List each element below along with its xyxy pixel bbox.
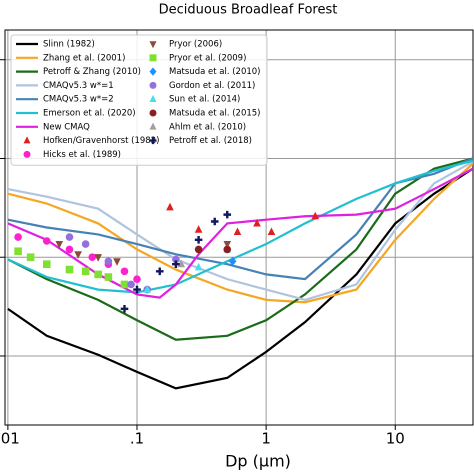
legend-label: CMAQv5.3 w*=1 [43,81,114,91]
marker [223,210,232,219]
x-tick-label: 1 [261,430,271,448]
x-tick-label: 10 [386,430,405,448]
marker [210,217,219,226]
legend-label: Emerson et al. (2020) [43,109,136,119]
marker [104,257,113,266]
marker [194,262,203,271]
legend-label: Sun et al. (2014) [169,95,240,105]
marker [133,275,141,283]
marker [133,285,141,294]
chart-title: Deciduous Broadleaf Forest [159,3,338,18]
series-line [7,167,473,390]
legend-label: Hicks et al. (1989) [43,150,121,160]
legend-swatch [149,81,157,89]
marker [311,211,320,220]
marker [113,258,121,266]
legend-swatch [149,137,157,145]
legend-label: Pryor (2006) [169,40,222,50]
marker [81,267,90,276]
marker [65,245,74,254]
legend-swatch [149,54,157,62]
legend-label: Petroff & Zhang (2010) [43,67,141,77]
legend-label: Slinn (1982) [43,40,95,50]
marker [120,305,129,313]
marker [223,245,232,254]
marker [223,240,232,249]
legend-label: CMAQv5.3 w*=2 [43,95,114,105]
legend-label: New CMAQ [43,122,90,132]
x-tick-label: .01 [0,430,20,448]
marker [94,254,102,262]
marker [267,227,276,236]
marker [81,240,90,248]
marker [155,267,164,276]
legend-label: Petroff et al. (2018) [169,136,252,146]
marker [55,240,64,249]
legend-label: Zhang et al. (2001) [43,53,125,63]
legend-swatch [23,150,31,158]
series-line [7,162,473,304]
marker [172,260,180,268]
series-line [7,159,473,294]
legend-box [10,34,268,166]
marker [120,280,129,289]
marker [42,260,51,268]
marker [166,202,174,211]
marker [88,253,97,262]
marker [74,251,82,259]
marker [194,225,203,233]
legend-label: Ahlm et al. (2010) [169,122,246,132]
legend-label: Pryor et al. (2009) [169,53,246,63]
marker [127,280,135,289]
legend-swatch [149,122,157,130]
marker [65,233,74,241]
legend-label: Matsuda et al. (2010) [169,67,261,77]
marker [14,233,22,241]
x-tick-label: .1 [130,430,144,448]
plot-frame [4,29,474,426]
marker [194,236,203,244]
marker [194,245,203,254]
marker [228,256,237,266]
marker [94,270,102,279]
series-line [7,160,473,302]
legend-label: Matsuda et al. (2015) [169,109,261,119]
series-line [7,157,473,341]
legend-swatch [149,41,157,49]
marker [120,267,129,276]
marker [253,218,261,227]
x-axis-label: Dp (μm) [225,452,291,471]
legend-label: Gordon et al. (2011) [169,81,255,91]
marker [14,247,22,256]
marker [143,285,152,293]
marker [65,265,74,274]
marker [104,273,113,281]
legend-swatch [149,95,157,102]
legend-label: Hofken/Gravenhorst (1982) [43,136,159,146]
legend-swatch [149,67,157,76]
marker [26,253,35,262]
legend-swatch [149,109,157,117]
legend-swatch [23,136,31,144]
marker [42,237,51,245]
marker [172,255,180,264]
marker [233,227,242,236]
